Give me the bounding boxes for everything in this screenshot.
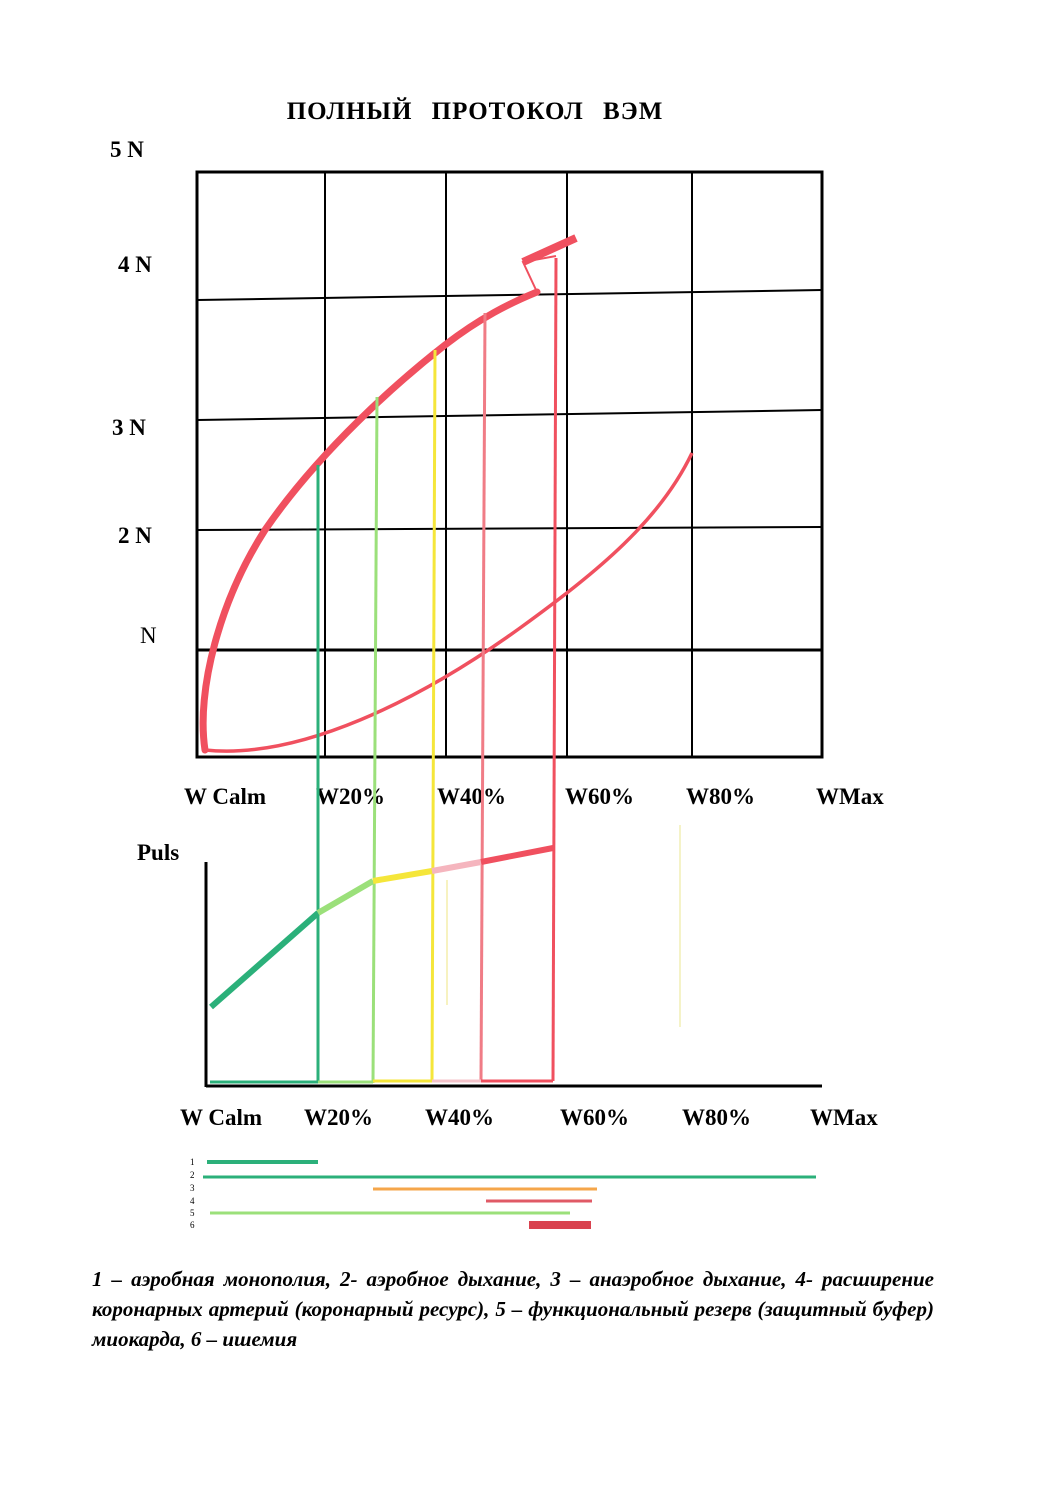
upper-grid-frame	[195, 170, 824, 759]
legend-caption: 1 – аэробная монополия, 2- аэробное дыха…	[92, 1267, 934, 1351]
page-title: ПОЛНЫЙ ПРОТОКОЛ ВЭМ	[286, 98, 664, 125]
grid-hline-1	[196, 289, 823, 301]
pulse-segment-dark-green	[209, 910, 320, 1010]
threshold-line-red	[551, 257, 558, 1082]
grid-hline-2	[196, 409, 823, 421]
legend-number-2: 2	[190, 1170, 195, 1180]
x-label-bottom-w20: W20%	[304, 1105, 373, 1130]
x-label-top-wmax: WMax	[816, 784, 884, 809]
x-label-bottom-w80: W80%	[682, 1105, 751, 1130]
loop-upper-curve	[199, 288, 541, 754]
x-label-top-wcalm: W Calm	[184, 784, 266, 809]
threshold-line-yellow	[430, 349, 437, 1082]
legend-number-1: 1	[190, 1157, 195, 1167]
legend-number-3: 3	[190, 1183, 195, 1193]
grid-hline-3	[196, 526, 823, 531]
loop-lower-curve	[204, 452, 694, 753]
y-label-3n: 3 N	[112, 415, 146, 440]
x-label-bottom-wmax: WMax	[810, 1105, 878, 1130]
legend-number-6: 6	[190, 1220, 195, 1230]
x-label-bottom-wcalm: W Calm	[180, 1105, 262, 1130]
x-label-bottom-w40: W40%	[425, 1105, 494, 1130]
y-label-4n: 4 N	[118, 252, 152, 277]
legend-number-5: 5	[190, 1208, 195, 1218]
pulse-segment-pink	[431, 859, 482, 874]
legend-number-4: 4	[190, 1196, 195, 1206]
pulse-segment-yellow	[372, 868, 433, 884]
upper-grid	[195, 170, 824, 759]
puls-label: Puls	[137, 840, 180, 865]
x-label-bottom-w60: W60%	[560, 1105, 629, 1130]
loop-peak-tip	[521, 234, 578, 266]
x-label-top-w40: W40%	[437, 784, 506, 809]
x-label-top-w60: W60%	[565, 784, 634, 809]
x-label-top-w80: W80%	[686, 784, 755, 809]
pulse-segment-red	[480, 845, 554, 865]
threshold-line-light-green	[371, 396, 379, 1084]
pulse-segment-light-green	[316, 878, 375, 916]
y-label-2n: 2 N	[118, 523, 152, 548]
y-label-n: N	[140, 623, 157, 648]
y-label-5n: 5 N	[110, 137, 144, 162]
threshold-line-pink	[479, 312, 487, 1082]
